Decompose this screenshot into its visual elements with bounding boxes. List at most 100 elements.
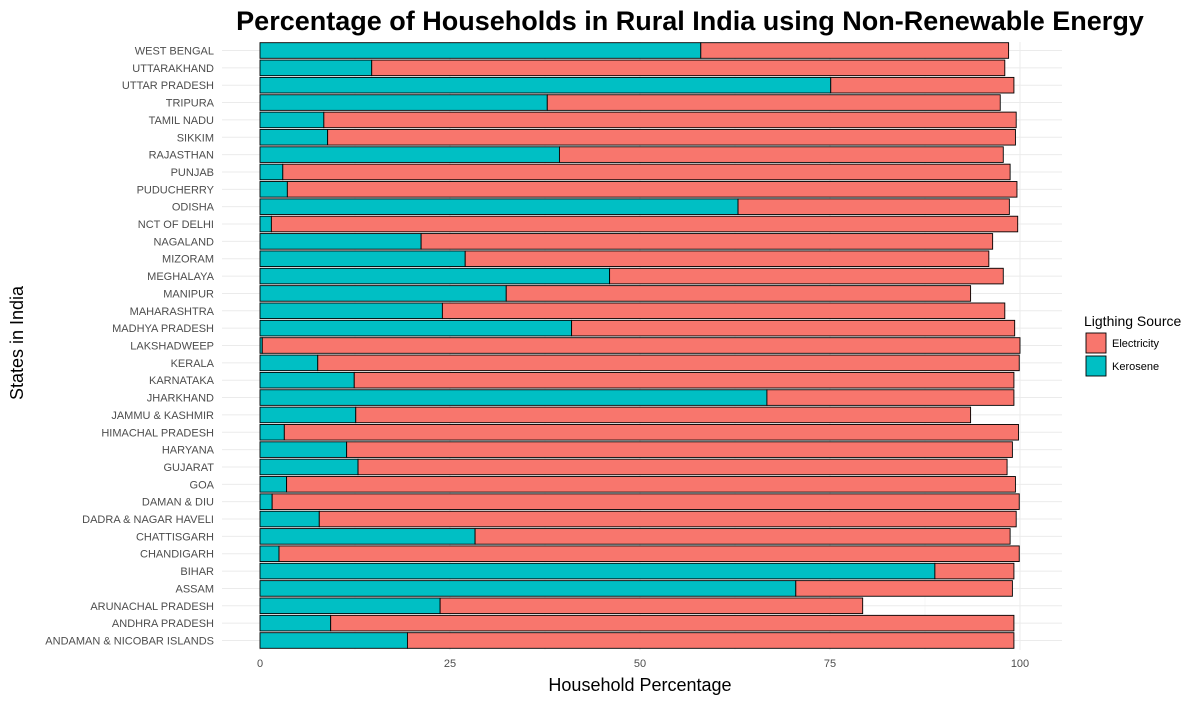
y-tick-label: ARUNACHAL PRADESH	[90, 601, 214, 613]
bar-kerosene	[259, 215, 272, 233]
bar-kerosene	[259, 111, 325, 129]
y-tick-label: UTTARAKHAND	[132, 63, 214, 75]
x-tick-label: 75	[824, 658, 836, 670]
bar-electricity	[330, 614, 1015, 632]
y-tick-label: SIKKIM	[177, 132, 214, 144]
y-tick-label: MAHARASHTRA	[130, 306, 215, 318]
bar-electricity	[357, 458, 1008, 476]
x-tick-labels: 0 25 50 75 100	[257, 658, 1029, 670]
y-tick-label: HARYANA	[162, 445, 215, 457]
y-tick-label: MADHYA PRADESH	[112, 323, 214, 335]
bar-electricity	[283, 424, 1019, 441]
y-tick-label: JAMMU & KASHMIR	[111, 410, 214, 422]
y-axis-title: States in India	[7, 285, 27, 400]
y-tick-label: MEGHALAYA	[147, 271, 214, 283]
y-tick-label: KERALA	[171, 358, 215, 370]
bar-kerosene	[259, 129, 329, 146]
bar-electricity	[737, 198, 1010, 215]
y-tick-label: UTTAR PRADESH	[122, 80, 214, 92]
bar-electricity	[934, 562, 1015, 580]
bar-kerosene	[259, 614, 332, 632]
bar-electricity	[318, 510, 1017, 528]
y-tick-label: ODISHA	[172, 202, 215, 214]
bar-electricity	[355, 406, 972, 424]
bar-electricity	[795, 580, 1013, 597]
x-tick-label: 50	[634, 658, 646, 670]
bar-electricity	[571, 319, 1016, 337]
bar-electricity	[830, 76, 1015, 94]
y-tick-label: CHANDIGARH	[140, 549, 214, 561]
bar-electricity	[464, 250, 990, 267]
x-tick-label: 25	[444, 658, 456, 670]
y-tick-label: MANIPUR	[163, 288, 214, 300]
bar-kerosene	[259, 580, 797, 597]
y-tick-label: RAJASTHAN	[149, 150, 214, 162]
legend-key-kerosene	[1085, 355, 1107, 377]
y-tick-label: DADRA & NAGAR HAVELI	[82, 514, 214, 526]
x-axis-title: Household Percentage	[548, 675, 731, 695]
legend-label-kerosene: Kerosene	[1112, 361, 1159, 373]
bar-electricity	[406, 632, 1015, 649]
bar-kerosene	[259, 406, 357, 424]
bar-electricity	[353, 371, 1015, 389]
bar-electricity	[371, 59, 1006, 77]
bar-electricity	[286, 181, 1018, 198]
bar-electricity	[441, 302, 1006, 320]
bar-kerosene	[259, 476, 288, 493]
legend-key-electricity	[1085, 332, 1107, 354]
bar-kerosene	[259, 441, 348, 458]
y-tick-label: BIHAR	[180, 566, 214, 578]
bar-kerosene	[259, 163, 284, 181]
bar-electricity	[327, 129, 1016, 146]
bar-kerosene	[259, 76, 832, 94]
bar-electricity	[286, 476, 1016, 493]
y-tick-label: GUJARAT	[163, 462, 214, 474]
bar-electricity	[346, 441, 1013, 458]
bar-kerosene	[259, 181, 288, 198]
bar-electricity	[271, 493, 1020, 510]
bar-kerosene	[259, 94, 548, 111]
y-tick-label: HIMACHAL PRADESH	[101, 427, 214, 439]
bar-kerosene	[259, 493, 273, 510]
bar-electricity	[270, 215, 1019, 233]
bar-electricity	[420, 233, 994, 250]
chart-title: Percentage of Households in Rural India …	[236, 6, 1144, 36]
legend-label-electricity: Electricity	[1112, 338, 1160, 350]
bar-electricity	[558, 146, 1004, 163]
bar-kerosene	[259, 198, 739, 215]
bar-electricity	[546, 94, 1001, 111]
y-tick-label: JHARKHAND	[147, 393, 214, 405]
x-tick-label: 100	[1011, 658, 1029, 670]
y-tick-label: ANDAMAN & NICOBAR ISLANDS	[45, 636, 214, 648]
y-tick-label: GOA	[190, 479, 215, 491]
y-tick-label: WEST BENGAL	[135, 46, 214, 58]
bar-kerosene	[259, 285, 507, 302]
y-tick-label: LAKSHADWEEP	[130, 341, 214, 353]
y-tick-label: MIZORAM	[162, 254, 214, 266]
bar-kerosene	[259, 302, 443, 320]
bars	[259, 42, 1021, 649]
bar-electricity	[439, 597, 864, 615]
y-tick-label: TAMIL NADU	[149, 115, 214, 127]
y-tick-label: NAGALAND	[153, 236, 214, 248]
bar-kerosene	[259, 233, 422, 250]
bar-electricity	[261, 337, 1021, 354]
y-tick-labels: ANDAMAN & NICOBAR ISLANDS ANDHRA PRADESH A…	[45, 46, 214, 648]
bar-kerosene	[259, 510, 320, 528]
bar-kerosene	[259, 267, 611, 285]
y-tick-label: KARNATAKA	[149, 375, 215, 387]
bar-kerosene	[259, 458, 359, 476]
legend: Ligthing Source Electricity Kerosene	[1084, 313, 1182, 377]
bar-electricity	[474, 528, 1011, 545]
bar-electricity	[505, 285, 972, 302]
y-tick-label: PUDUCHERRY	[137, 184, 215, 196]
bar-kerosene	[259, 371, 355, 389]
bar-kerosene	[259, 389, 768, 406]
bar-electricity	[700, 42, 1010, 59]
bar-kerosene	[259, 597, 441, 615]
bar-kerosene	[259, 319, 573, 337]
x-tick-label: 0	[257, 658, 263, 670]
y-tick-label: ASSAM	[175, 583, 214, 595]
bar-electricity	[323, 111, 1017, 129]
